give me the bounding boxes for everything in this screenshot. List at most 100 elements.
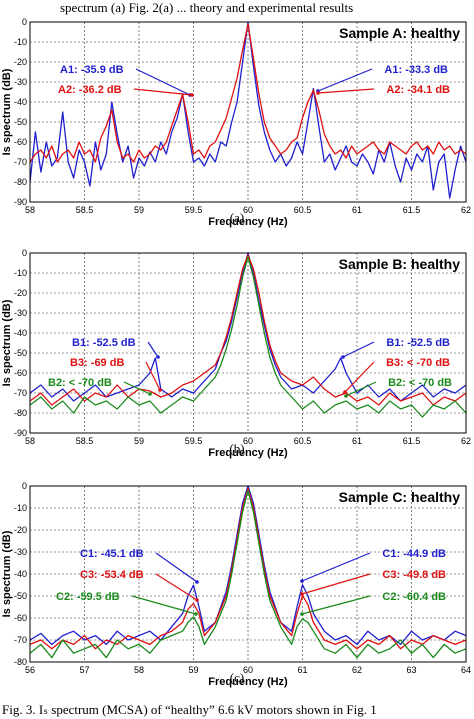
annotation-arrowhead [195,598,199,602]
plot-frame [29,252,467,434]
figure-caption: Fig. 3. Iₛ spectrum (MCSA) of “healthy” … [2,702,377,717]
x-tick-label: 58 [25,436,35,446]
annotation-arrow [147,341,159,358]
annotation-label: C3: -53.4 dB [80,569,144,581]
x-tick-label: 60 [243,665,253,675]
annotation-label: A1: -33.3 dB [384,64,448,76]
x-tick-label: 64 [461,665,471,675]
chart-title: Sample B: healthy [339,256,461,272]
annotation-arrow [131,595,197,615]
x-tick-label: 58 [134,665,144,675]
y-tick-label: -30 [14,77,27,87]
x-tick-label: 59 [188,665,198,675]
annotation-arrowhead [190,93,194,97]
y-axis-label: Is spectrum (dB) [1,299,13,386]
x-tick-label: 59 [134,205,144,215]
x-tick-label: 63 [406,665,416,675]
annotation-arrow [344,361,375,393]
annotation-arrowhead [300,592,304,596]
x-tick-label: 60 [243,436,253,446]
header-fragment: spectrum (a) Fig. 2(a) ... theory and ex… [60,0,353,15]
y-tick-label: 0 [22,481,27,491]
x-tick-label: 59 [134,436,144,446]
annotation-label: B3: -69 dB [70,357,124,369]
y-tick-label: -60 [14,137,27,147]
x-tick-label: 61 [297,665,307,675]
annotation-arrow [301,552,371,582]
x-axis-label: Frequency (Hz) [208,676,288,688]
x-tick-label: 57 [79,665,89,675]
annotation-label: A2: -34.1 dB [386,84,450,96]
x-tick-label: 62 [352,665,362,675]
annotation-label: B3: < -70 dB [386,357,450,369]
x-tick-label: 58 [25,205,35,215]
y-tick-label: -50 [14,591,27,601]
y-tick-label: -70 [14,157,27,167]
annotation-arrowhead [341,355,345,359]
series-line-3 [29,256,467,418]
y-tick-label: -20 [14,525,27,535]
annotation-arrow [317,88,375,94]
annotation-arrowhead [156,355,160,359]
panel-label: (a) [230,210,244,225]
y-tick-label: -10 [14,268,27,278]
annotation-label: C2: -60.4 dB [382,591,446,603]
y-tick-label: -60 [14,613,27,623]
chart-title: Sample A: healthy [339,25,460,41]
y-tick-label: -40 [14,569,27,579]
y-axis-label: Is spectrum (dB) [1,68,13,155]
chart-title: Sample C: healthy [339,489,461,505]
x-tick-label: 62 [461,436,471,446]
plot-frame [29,485,467,663]
x-tick-label: 59.5 [185,205,203,215]
annotation-arrowhead [195,580,199,584]
annotation-arrowhead [158,388,162,392]
y-axis-label: Is spectrum (dB) [1,530,13,617]
annotation-label: B2: < -70 dB [388,377,452,389]
x-tick-label: 61 [352,205,362,215]
y-tick-label: -50 [14,348,27,358]
annotation-label: B1: -52.5 dB [72,337,136,349]
x-tick-label: 62 [461,205,471,215]
y-tick-label: -30 [14,308,27,318]
x-tick-label: 61 [352,436,362,446]
annotation-arrow [301,595,371,615]
annotation-arrowhead [148,392,152,396]
annotation-arrow [135,68,191,96]
annotation-label: C3: -49.8 dB [382,569,446,581]
plot-frame [29,21,467,203]
y-tick-label: -30 [14,547,27,557]
x-tick-label: 60.5 [294,436,312,446]
annotation-label: B1: -52.5 dB [386,337,450,349]
x-tick-label: 59.5 [185,436,203,446]
annotation-arrow [317,68,373,92]
annotation-label: A1: -35.9 dB [60,64,124,76]
series-line-2 [29,254,467,406]
annotation-arrow [155,573,198,601]
chart-panel-2: 58 58.5 59 59.5 60 60.5 61 61.5 62 0 -10 -20 -30 -40 -… [1,248,471,459]
x-tick-label: 58.5 [76,436,94,446]
chart-panel-3: 56 57 58 59 60 61 62 63 64 0 -10 -20 -30 -40 -50 -60 -70… [1,481,471,688]
x-tick-label: 60.5 [294,205,312,215]
y-tick-label: -20 [14,57,27,67]
y-tick-label: -90 [14,197,27,207]
annotation-arrowhead [300,579,304,583]
y-tick-label: -80 [14,177,27,187]
x-axis-label: Frequency (Hz) [208,216,288,228]
annotation-arrowhead [194,612,198,616]
y-tick-label: 0 [22,17,27,27]
x-tick-label: 61.5 [403,205,421,215]
x-axis-label: Frequency (Hz) [208,447,288,459]
chart-panel-1: 58 58.5 59 59.5 60 60.5 61 61.5 62 0 -10 -20 -30 -40 -… [1,17,471,228]
annotation-arrow [133,88,193,96]
annotation-arrowhead [344,394,348,398]
y-tick-label: -40 [14,328,27,338]
annotation-arrow [301,573,371,595]
y-tick-label: -90 [14,428,27,438]
y-tick-label: -50 [14,117,27,127]
y-tick-label: 0 [22,248,27,258]
x-tick-label: 61.5 [403,436,421,446]
x-tick-label: 58.5 [76,205,94,215]
annotation-arrow [342,341,375,358]
